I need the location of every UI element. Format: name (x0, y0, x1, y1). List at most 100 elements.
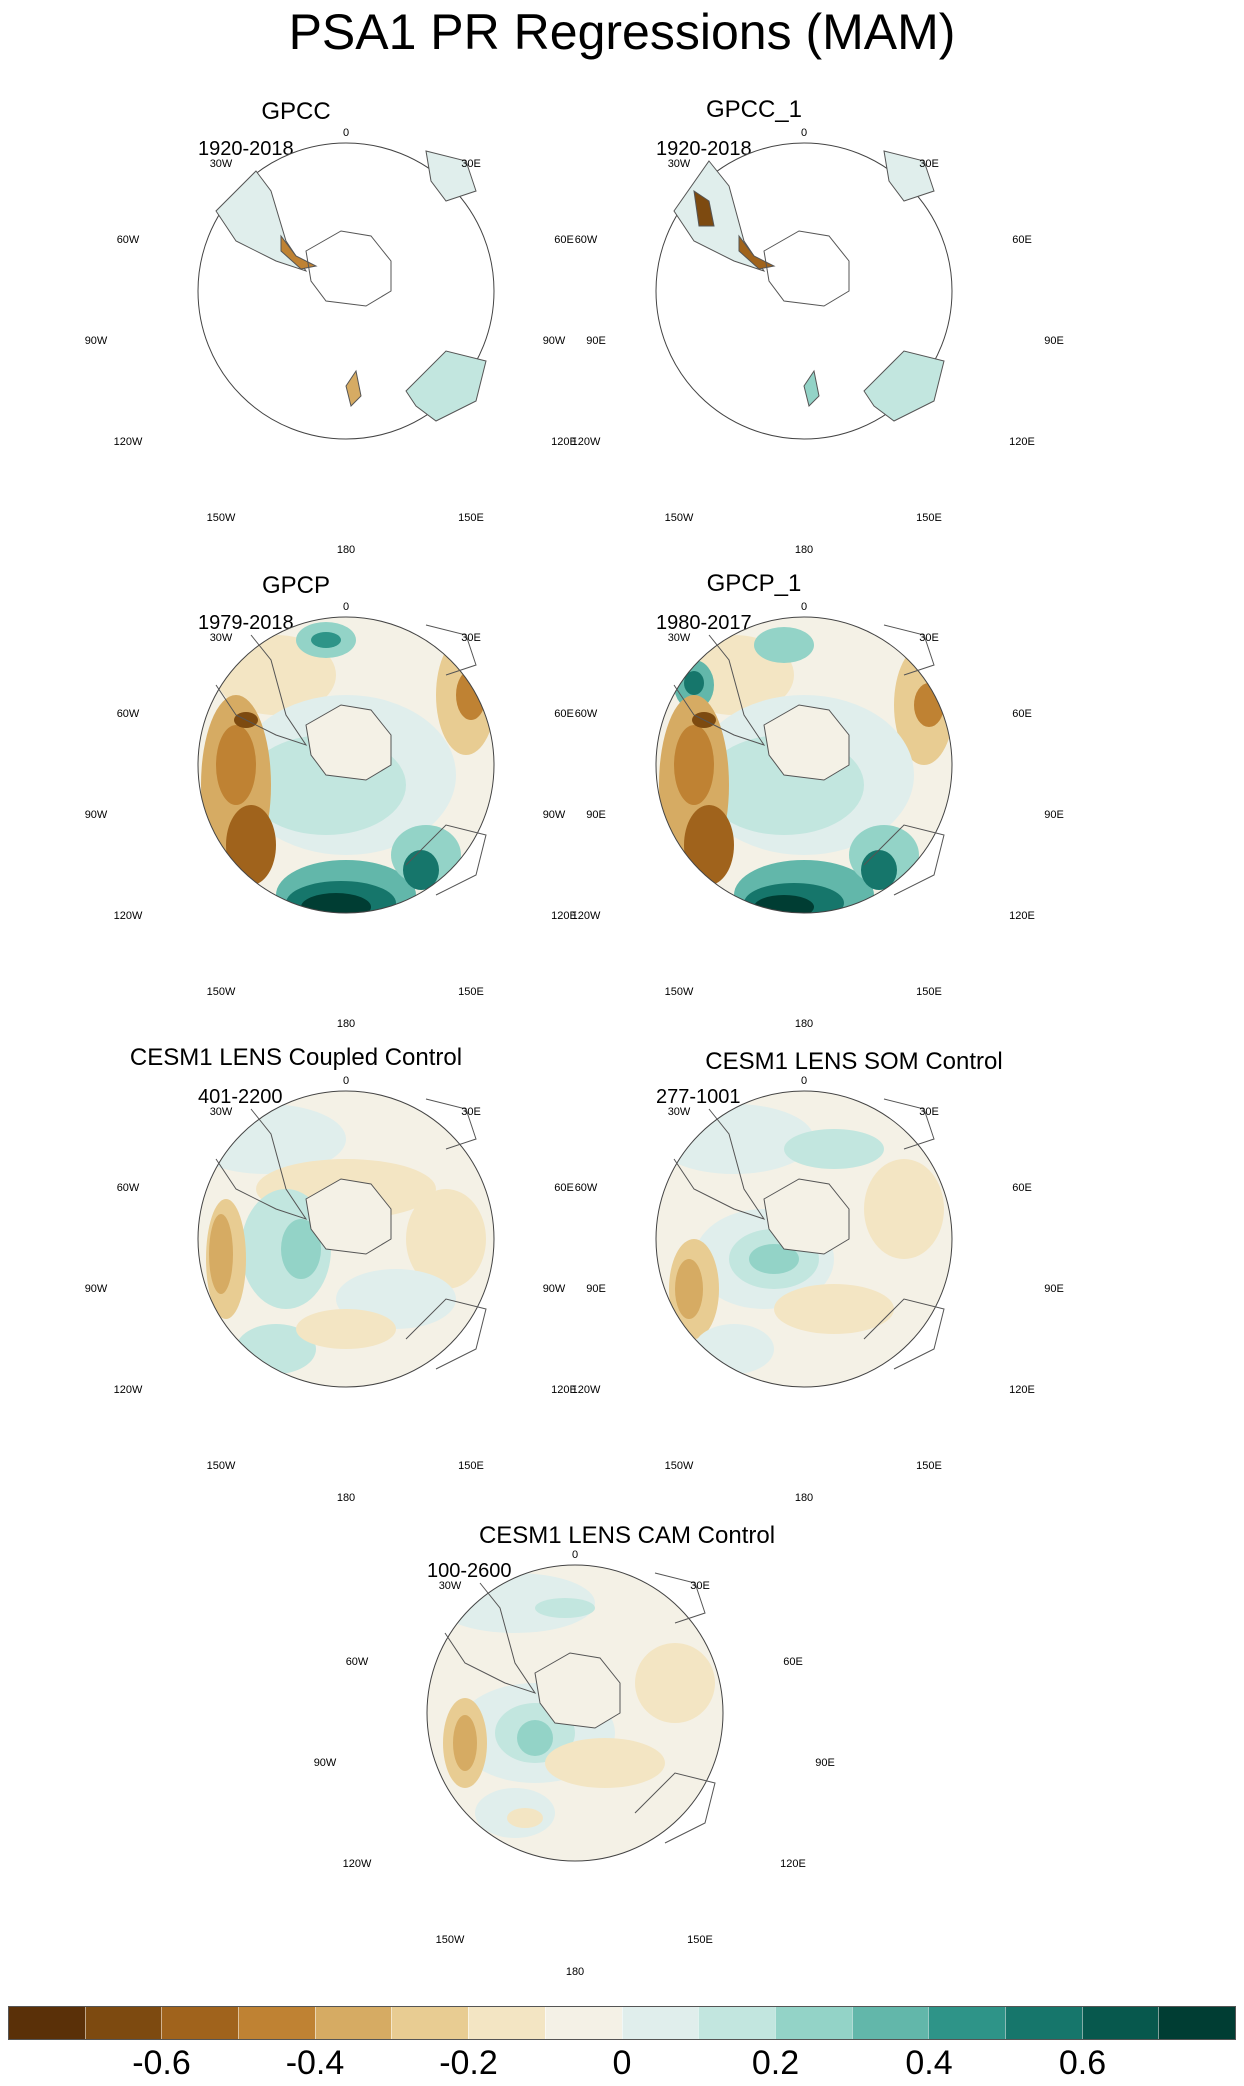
colorbar-tick-label: 0.2 (751, 2044, 800, 2082)
australia-outline (405, 824, 487, 896)
africa-landmass (425, 150, 477, 202)
lon-label-60e: 60E (783, 1656, 803, 1668)
lon-label-60e: 60E (554, 708, 574, 720)
lon-label-90w: 90W (542, 1283, 566, 1295)
colorbar-swatch (1004, 2007, 1082, 2039)
lon-label-150e: 150E (916, 1460, 942, 1472)
lon-label-60w: 60W (574, 708, 598, 720)
lon-label-120e: 120E (551, 1384, 577, 1396)
lon-label-90w: 90W (84, 1283, 108, 1295)
lon-label-120w: 120W (571, 436, 601, 448)
australia-outline (863, 1298, 945, 1370)
lon-label-0: 0 (800, 1075, 808, 1087)
lon-label-0: 0 (800, 601, 808, 613)
lon-label-90e: 90E (815, 1757, 835, 1769)
colorbar-swatch (1158, 2007, 1235, 2039)
panel-period: 277-1001 (656, 1086, 741, 1108)
colorbar-swatch (238, 2007, 315, 2039)
south-america-outline (444, 1582, 537, 1694)
lon-label-60w: 60W (116, 234, 140, 246)
new-zealand-landmass (345, 369, 362, 407)
lon-label-120e: 120E (1009, 436, 1035, 448)
lon-label-150w: 150W (206, 986, 236, 998)
lon-label-30e: 30E (461, 158, 481, 170)
polar-map (426, 1564, 724, 1862)
lon-label-0: 0 (342, 601, 350, 613)
antarctica-outline (305, 704, 392, 781)
colorbar-swatch (9, 2007, 85, 2039)
lon-label-30w: 30W (667, 1106, 691, 1118)
lon-label-60w: 60W (116, 708, 140, 720)
lon-label-90w: 90W (542, 335, 566, 347)
south-america-outline (215, 1108, 308, 1220)
colorbar-swatch (84, 2007, 162, 2039)
lon-label-30e: 30E (919, 158, 939, 170)
colorbar-tick-labels: -0.6 -0.4 -0.2 0 0.2 0.4 0.6 (0, 2044, 1244, 2086)
colorbar-swatch (468, 2007, 545, 2039)
lon-label-150w: 150W (435, 1934, 465, 1946)
colorbar-tick-label: 0.4 (905, 2044, 953, 2082)
lon-label-180: 180 (336, 1492, 356, 1504)
panel-title: CESM1 LENS SOM Control (705, 1048, 1003, 1075)
lon-label-0: 0 (800, 127, 808, 139)
panel-period: 1920-2018 (198, 138, 294, 160)
australia-landmass (863, 350, 945, 422)
lon-label-0: 0 (342, 1075, 350, 1087)
panel-title: GPCC_1 (705, 96, 803, 123)
lon-label-180: 180 (336, 1018, 356, 1030)
africa-outline (425, 624, 477, 676)
antarctica-outline (763, 1178, 850, 1255)
lon-label-120w: 120W (113, 1384, 143, 1396)
lon-label-0: 0 (342, 127, 350, 139)
lon-label-60w: 60W (345, 1656, 369, 1668)
panel-period: 1920-2018 (656, 138, 752, 160)
lon-label-120w: 120W (571, 910, 601, 922)
lon-label-90e: 90E (586, 809, 606, 821)
lon-label-60e: 60E (554, 1182, 574, 1194)
colorbar-swatch (391, 2007, 469, 2039)
colorbar-swatch (774, 2007, 852, 2039)
lon-label-90w: 90W (313, 1757, 337, 1769)
lon-label-150e: 150E (916, 986, 942, 998)
antarctica-outline (305, 1178, 392, 1255)
panel-title: GPCC (261, 98, 331, 125)
lon-label-120e: 120E (551, 436, 577, 448)
polar-map (655, 142, 953, 440)
lon-label-60w: 60W (574, 1182, 598, 1194)
colorbar-tick-label: -0.6 (132, 2044, 191, 2082)
colorbar-swatch (314, 2007, 392, 2039)
lon-label-120e: 120E (551, 910, 577, 922)
panel-title: CESM1 LENS Coupled Control (129, 1044, 463, 1071)
panel-title: CESM1 LENS CAM Control (478, 1522, 776, 1549)
lon-label-150e: 150E (916, 512, 942, 524)
colorbar-swatch (1081, 2007, 1159, 2039)
lon-label-90e: 90E (586, 335, 606, 347)
figure-title: PSA1 PR Regressions (MAM) (288, 4, 956, 60)
lon-label-30e: 30E (919, 1106, 939, 1118)
lon-label-90e: 90E (1044, 1283, 1064, 1295)
south-america-outline (673, 634, 766, 746)
antarctica-outline (534, 1652, 621, 1729)
new-zealand-landmass (803, 369, 820, 407)
lon-label-30e: 30E (461, 1106, 481, 1118)
lon-label-30e: 30E (919, 632, 939, 644)
lon-label-120w: 120W (113, 910, 143, 922)
lon-label-150w: 150W (206, 1460, 236, 1472)
lon-label-90w: 90W (84, 809, 108, 821)
lon-label-60e: 60E (1012, 234, 1032, 246)
colorbar-swatch (161, 2007, 239, 2039)
panel-period: 401-2200 (198, 1086, 283, 1108)
africa-outline (883, 624, 935, 676)
australia-outline (863, 824, 945, 896)
lon-label-150e: 150E (458, 512, 484, 524)
africa-outline (654, 1572, 706, 1624)
panel-period: 1979-2018 (198, 612, 294, 634)
africa-outline (883, 1098, 935, 1150)
lon-label-150e: 150E (687, 1934, 713, 1946)
polar-map (655, 1090, 953, 1388)
lon-label-30e: 30E (461, 632, 481, 644)
lon-label-90e: 90E (1044, 809, 1064, 821)
south-america-landmass (673, 160, 776, 272)
lon-label-30e: 30E (690, 1580, 710, 1592)
colorbar-swatch (621, 2007, 699, 2039)
